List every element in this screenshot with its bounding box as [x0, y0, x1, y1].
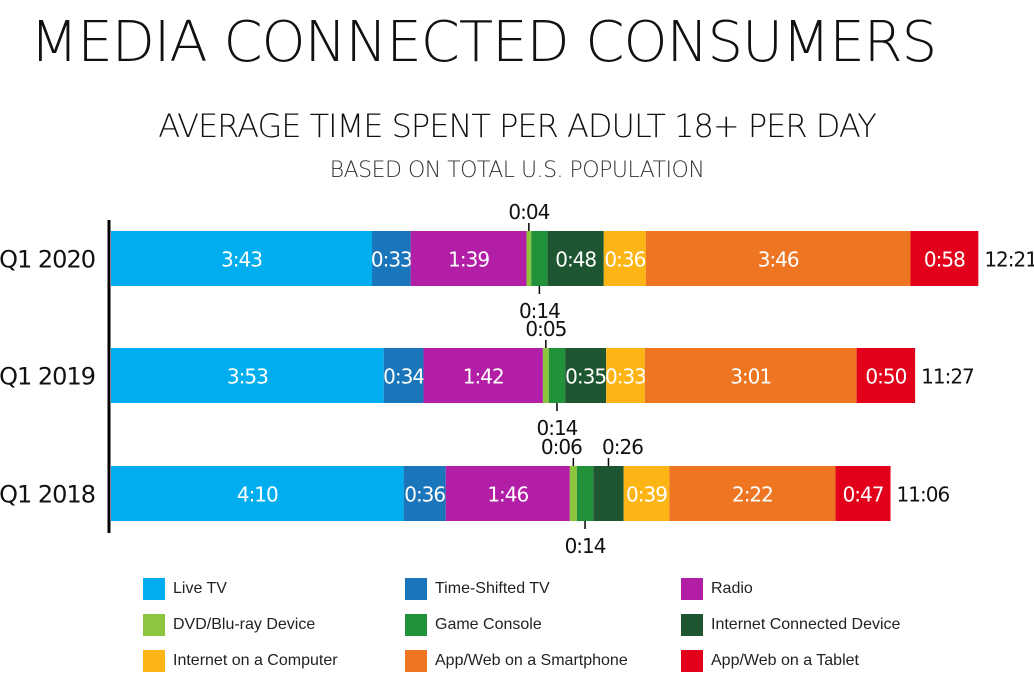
bar-live-tv-q1-2020	[111, 231, 373, 286]
data-label-internet-connected-device-q1-2018: 0:26	[602, 435, 643, 459]
data-label-dvd-blu-ray-device-q1-2019: 0:05	[525, 317, 566, 341]
chart-title: AVERAGE TIME SPENT PER ADULT 18+ PER DAY	[158, 107, 877, 145]
data-label-live-tv-q1-2018: 4:10	[237, 483, 278, 507]
data-label-time-shifted-tv-q1-2018: 0:36	[404, 483, 445, 507]
data-label-game-console-q1-2019: 0:14	[536, 416, 577, 440]
bar-dvd-blu-ray-device-q1-2018	[569, 466, 577, 521]
category-label-q1-2019: Q1 2019	[0, 363, 95, 391]
bar-radio-q1-2020	[410, 231, 527, 286]
data-label-time-shifted-tv-q1-2019: 0:34	[383, 365, 424, 389]
total-label-q1-2019: 11:27	[921, 365, 974, 389]
data-label-game-console-q1-2020: 0:14	[519, 299, 560, 323]
data-label-app-web-on-a-tablet-q1-2018: 0:47	[843, 483, 884, 507]
bar-radio-q1-2018	[445, 466, 570, 521]
bar-app-web-on-a-smartphone-q1-2018	[669, 466, 836, 521]
bar-live-tv-q1-2019	[111, 348, 384, 403]
bar-live-tv-q1-2018	[111, 466, 404, 521]
total-label-q1-2020: 12:21	[984, 248, 1034, 272]
data-label-dvd-blu-ray-device-q1-2020: 0:04	[508, 200, 549, 224]
data-label-internet-connected-device-q1-2019: 0:35	[565, 365, 606, 389]
bar-dvd-blu-ray-device-q1-2019	[542, 348, 549, 403]
data-label-internet-on-a-computer-q1-2020: 0:36	[604, 248, 645, 272]
bar-time-shifted-tv-q1-2020	[372, 231, 411, 286]
data-label-live-tv-q1-2019: 3:53	[227, 365, 268, 389]
bar-internet-connected-device-q1-2019	[565, 348, 607, 403]
bar-internet-connected-device-q1-2020	[547, 231, 604, 286]
category-label-q1-2018: Q1 2018	[0, 481, 95, 509]
data-label-app-web-on-a-tablet-q1-2019: 0:50	[865, 365, 906, 389]
bar-internet-on-a-computer-q1-2019	[606, 348, 645, 403]
bar-app-web-on-a-tablet-q1-2019	[856, 348, 916, 403]
data-label-internet-connected-device-q1-2020: 0:48	[555, 248, 596, 272]
data-label-app-web-on-a-tablet-q1-2020: 0:58	[924, 248, 965, 272]
bar-game-console-q1-2020	[531, 231, 548, 286]
bar-radio-q1-2019	[423, 348, 543, 403]
data-label-radio-q1-2020: 1:39	[448, 248, 489, 272]
bar-app-web-on-a-smartphone-q1-2019	[644, 348, 857, 403]
bar-time-shifted-tv-q1-2018	[403, 466, 446, 521]
page-heading: MEDIA CONNECTED CONSUMERS	[30, 10, 937, 75]
data-label-internet-on-a-computer-q1-2018: 0:39	[626, 483, 667, 507]
bar-app-web-on-a-smartphone-q1-2020	[645, 231, 911, 286]
bar-game-console-q1-2019	[548, 348, 566, 403]
chart-subtitle: BASED ON TOTAL U.S. POPULATION	[329, 158, 705, 183]
data-label-dvd-blu-ray-device-q1-2018: 0:06	[541, 435, 582, 459]
data-label-game-console-q1-2018: 0:14	[565, 534, 606, 558]
data-label-time-shifted-tv-q1-2020: 0:33	[371, 248, 412, 272]
data-label-app-web-on-a-smartphone-q1-2019: 3:01	[730, 365, 771, 389]
data-label-internet-on-a-computer-q1-2019: 0:33	[605, 365, 646, 389]
bar-internet-on-a-computer-q1-2018	[623, 466, 670, 521]
bar-internet-on-a-computer-q1-2020	[603, 231, 646, 286]
data-label-app-web-on-a-smartphone-q1-2018: 2:22	[732, 483, 773, 507]
total-label-q1-2018: 11:06	[897, 483, 950, 507]
bar-game-console-q1-2018	[576, 466, 594, 521]
data-label-live-tv-q1-2020: 3:43	[221, 248, 262, 272]
data-label-radio-q1-2018: 1:46	[487, 483, 528, 507]
bar-dvd-blu-ray-device-q1-2020	[526, 231, 532, 286]
bar-internet-connected-device-q1-2018	[593, 466, 624, 521]
bar-time-shifted-tv-q1-2019	[383, 348, 424, 403]
bar-app-web-on-a-tablet-q1-2018	[835, 466, 891, 521]
data-label-radio-q1-2019: 1:42	[463, 365, 504, 389]
bar-app-web-on-a-tablet-q1-2020	[910, 231, 979, 286]
data-label-app-web-on-a-smartphone-q1-2020: 3:46	[758, 248, 799, 272]
category-label-q1-2020: Q1 2020	[0, 246, 95, 274]
